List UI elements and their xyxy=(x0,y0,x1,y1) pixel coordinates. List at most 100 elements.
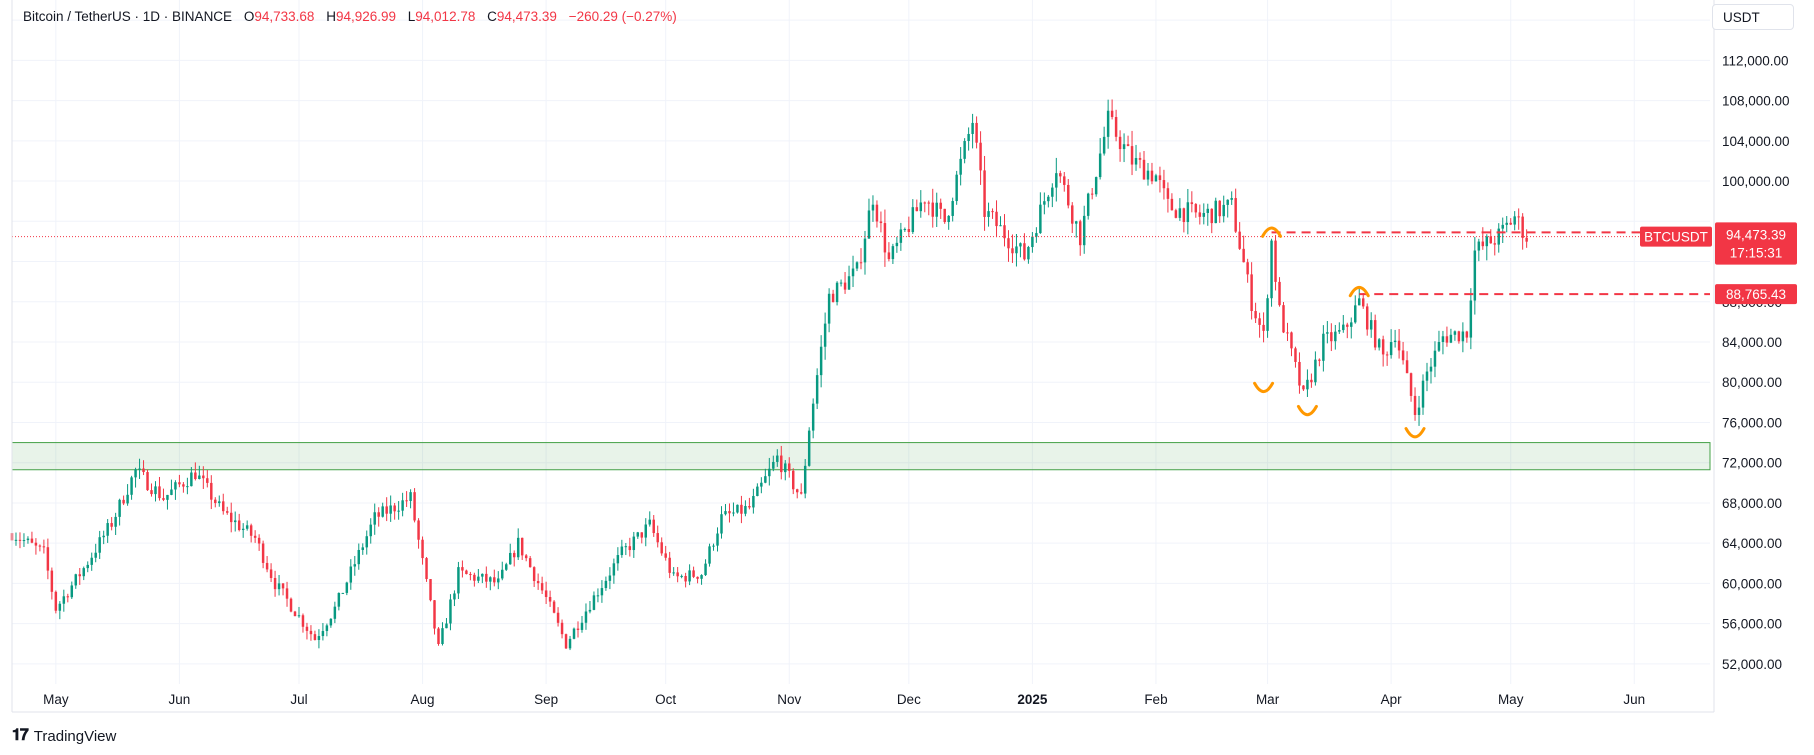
candle xyxy=(1003,214,1006,247)
candle xyxy=(764,468,767,484)
horizontal-levels xyxy=(12,231,1710,296)
candle-body xyxy=(536,581,540,584)
candle-body xyxy=(1445,336,1449,343)
candle xyxy=(1178,198,1182,221)
tradingview-branding[interactable]: 𝟏𝟕 TradingView xyxy=(12,727,116,745)
candle xyxy=(54,590,58,614)
candle xyxy=(465,569,468,575)
candle-body xyxy=(1441,336,1445,342)
annotations xyxy=(1253,226,1426,439)
candle-body xyxy=(397,510,400,512)
candle-body xyxy=(1453,331,1457,335)
candle-body xyxy=(417,520,420,540)
candle xyxy=(748,497,751,510)
candle xyxy=(26,536,30,544)
candle xyxy=(94,543,97,563)
candle xyxy=(995,200,998,238)
candle-body xyxy=(377,512,380,517)
candle-body xyxy=(799,492,803,494)
candle-body xyxy=(616,555,620,564)
candle-body xyxy=(218,501,221,504)
candle-body xyxy=(126,494,129,504)
candle-body xyxy=(1214,200,1217,224)
candle xyxy=(1158,166,1162,193)
candle-body xyxy=(704,563,707,576)
candle-body xyxy=(1094,177,1098,195)
candle xyxy=(656,525,659,548)
candle-body xyxy=(369,524,372,537)
candle-body xyxy=(748,506,751,508)
candle xyxy=(672,567,675,576)
candle-body xyxy=(333,606,337,619)
candle-body xyxy=(792,470,795,490)
candle-body xyxy=(509,552,512,565)
candle-body xyxy=(859,262,863,264)
candle-body xyxy=(712,545,715,547)
candle-body xyxy=(1202,212,1206,217)
candle-body xyxy=(967,133,970,142)
candle-body xyxy=(1397,340,1401,351)
candle xyxy=(676,567,679,583)
candle-body xyxy=(134,469,137,478)
candle-body xyxy=(927,202,930,204)
candle xyxy=(1071,202,1074,234)
candle-body xyxy=(413,492,416,521)
candle-body xyxy=(720,514,723,534)
candle xyxy=(210,475,213,510)
candle xyxy=(1282,301,1285,334)
symbol-title[interactable]: Bitcoin / TetherUS · 1D · BINANCE xyxy=(23,9,233,24)
candle-body xyxy=(660,542,663,554)
candle xyxy=(1326,321,1329,344)
candle xyxy=(891,243,895,265)
candle-body xyxy=(198,475,201,479)
candle-body xyxy=(1413,395,1417,415)
candle-body xyxy=(90,557,93,565)
bar-countdown-label: 17:15:31 xyxy=(1730,246,1783,261)
candle xyxy=(22,533,26,547)
candle xyxy=(1501,217,1504,244)
candle xyxy=(1230,191,1233,205)
candle xyxy=(122,495,125,506)
candle xyxy=(1433,341,1437,378)
candle xyxy=(576,621,580,638)
candle xyxy=(1142,151,1146,180)
candle-body xyxy=(1262,324,1265,331)
candle-body xyxy=(253,535,257,538)
candle xyxy=(1513,211,1516,231)
candle xyxy=(1051,183,1054,208)
candle xyxy=(644,518,647,547)
candle xyxy=(716,527,719,552)
candle-body xyxy=(760,482,763,487)
candle-body xyxy=(186,486,189,488)
candle xyxy=(1086,192,1090,220)
grid xyxy=(12,0,1710,684)
candle-body xyxy=(995,211,998,227)
x-tick-label: Apr xyxy=(1381,692,1403,707)
symbol-legend[interactable]: Bitcoin / TetherUS · 1D · BINANCE O94,73… xyxy=(23,9,677,24)
candle-body xyxy=(1429,366,1433,372)
candle-body xyxy=(847,276,851,290)
currency-button[interactable]: USDT xyxy=(1712,4,1794,30)
candle xyxy=(847,265,851,290)
candle xyxy=(895,236,899,253)
candle-body xyxy=(855,262,859,269)
candle-body xyxy=(1078,221,1082,246)
candle-body xyxy=(190,472,193,487)
candle-body xyxy=(987,211,990,217)
candle-body xyxy=(1043,201,1046,205)
candle-body xyxy=(1051,187,1054,197)
candle-body xyxy=(736,504,739,513)
candle xyxy=(485,566,488,588)
candle xyxy=(1270,238,1273,307)
candle-body xyxy=(823,323,827,347)
candle xyxy=(1373,314,1377,351)
candle-body xyxy=(237,520,241,531)
candle xyxy=(461,560,464,578)
candle-body xyxy=(744,506,747,514)
y-tick-label: 108,000.00 xyxy=(1722,94,1790,109)
candle-body xyxy=(839,282,843,284)
current-price-tag xyxy=(1715,224,1797,265)
candle-body xyxy=(1218,200,1221,217)
candle-body xyxy=(1015,246,1018,254)
